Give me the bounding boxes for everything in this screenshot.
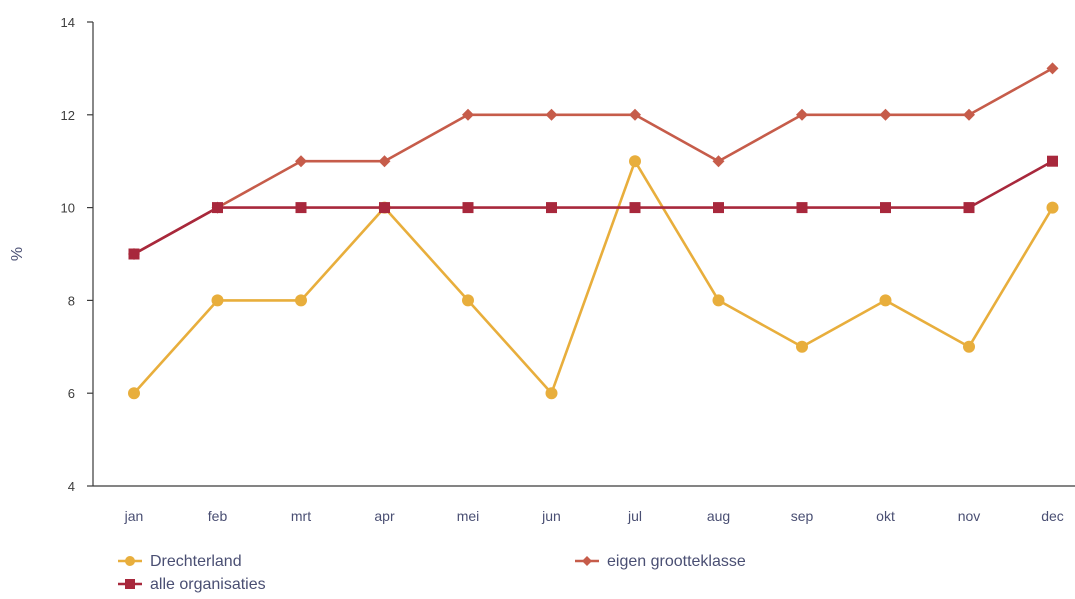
data-point (629, 155, 641, 168)
data-point (629, 108, 641, 121)
x-tick-label: mrt (291, 508, 311, 524)
data-point (712, 294, 725, 307)
x-tick-label: feb (208, 508, 228, 524)
legend-marker (125, 579, 135, 589)
data-point (378, 155, 391, 168)
x-tick-label: nov (958, 508, 981, 524)
data-point (546, 202, 557, 214)
series-line (133, 160, 1054, 256)
x-tick-label: jun (541, 508, 561, 524)
data-point (545, 387, 558, 400)
data-point (796, 202, 808, 214)
data-point (295, 155, 307, 168)
data-point (713, 202, 724, 214)
data-point (629, 202, 641, 214)
data-point (295, 294, 307, 307)
y-tick-label: 12 (61, 108, 75, 123)
data-point (963, 340, 975, 353)
data-point (880, 202, 891, 214)
legend-item: Drechterland (118, 553, 242, 570)
y-tick-label: 4 (68, 479, 75, 494)
data-point (462, 108, 474, 121)
series-drechterland (128, 155, 1059, 400)
legend-marker (582, 556, 592, 566)
data-point (712, 155, 725, 168)
series-line (133, 67, 1054, 256)
data-point (545, 108, 558, 121)
y-tick-label: 6 (68, 386, 75, 401)
data-point (1047, 155, 1058, 167)
x-tick-label: mei (457, 508, 480, 524)
data-point (879, 108, 892, 121)
x-tick-label: jul (627, 508, 642, 524)
legend-item: eigen grootteklasse (575, 553, 746, 570)
legend: Drechterland eigen grootteklasse alle orga… (118, 553, 746, 593)
legend-item: alle organisaties (118, 576, 266, 593)
data-point (963, 202, 975, 214)
data-point (128, 387, 140, 400)
data-point (212, 202, 223, 214)
x-tick-label: aug (707, 508, 730, 524)
legend-label: alle organisaties (150, 576, 266, 593)
data-point (796, 340, 808, 353)
legend-label: Drechterland (150, 553, 242, 570)
series-line (133, 159, 1054, 395)
y-tick-label: 10 (61, 201, 75, 216)
data-point (379, 202, 390, 214)
x-tick-label: jan (124, 508, 144, 524)
series-alle-organisaties (128, 155, 1058, 260)
data-point (462, 294, 474, 307)
y-tick-label: 14 (61, 15, 75, 30)
legend-marker (125, 556, 135, 566)
legend-label: eigen grootteklasse (607, 553, 746, 570)
x-axis: jan feb mrt apr mei jun jul aug sep okt nov dec (93, 485, 1075, 524)
series-group (128, 62, 1059, 400)
data-point (1046, 201, 1059, 214)
x-tick-label: dec (1041, 508, 1064, 524)
data-point (879, 294, 892, 307)
data-point (796, 108, 808, 121)
y-axis-label: % (9, 247, 26, 261)
data-point (963, 108, 975, 121)
y-axis: 4 6 8 10 12 14 (61, 15, 94, 494)
series-eigen-grootteklasse (128, 62, 1059, 260)
data-point (128, 248, 140, 260)
x-tick-label: sep (791, 508, 814, 524)
data-point (1046, 62, 1059, 75)
data-point (211, 294, 224, 307)
x-tick-label: apr (374, 508, 395, 524)
y-tick-label: 8 (68, 293, 75, 308)
data-point (295, 202, 307, 214)
x-tick-label: okt (876, 508, 895, 524)
data-point (462, 202, 474, 214)
